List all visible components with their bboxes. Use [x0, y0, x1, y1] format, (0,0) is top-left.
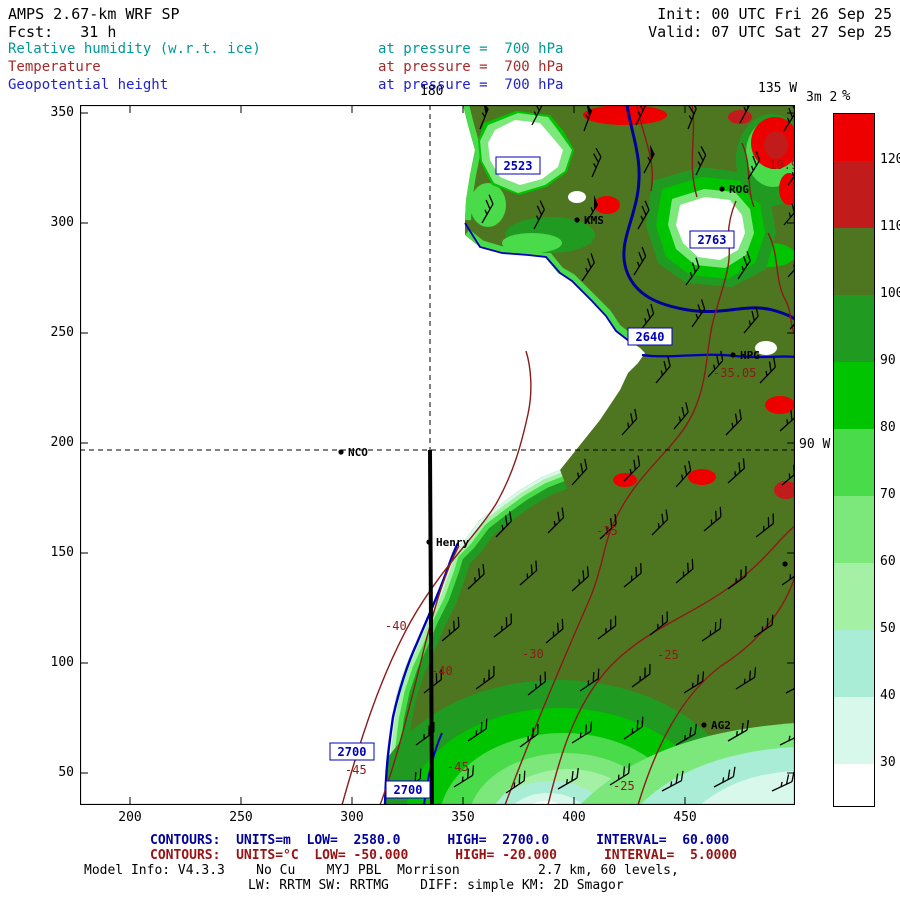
y-axis-ticks: [80, 112, 795, 774]
colorbar-seg: [834, 630, 874, 697]
colorbar-seg: [834, 496, 874, 563]
temp-contour-label: -45: [447, 760, 469, 774]
y-tick-label: 50: [58, 765, 74, 780]
colorbar-tick: 100: [880, 286, 900, 301]
height-2640-box: 2640: [627, 327, 673, 346]
rh-fill-detail: [385, 105, 795, 805]
station-label-henry: Henry: [436, 536, 469, 549]
svg-text:2523: 2523: [504, 159, 533, 173]
y-tick-label: 300: [50, 215, 74, 230]
temp-max-label: -19.96: [762, 158, 795, 172]
colorbar-seg: [834, 228, 874, 295]
height-min-box: 2523: [495, 156, 541, 175]
legend-temp-label: Temperature: [8, 59, 101, 75]
map-plot: NCO Henry KMS ROG HPG AG2 -19.96 -35.05 …: [80, 105, 795, 805]
contours-height-info: CONTOURS: UNITS=m LOW= 2580.0 HIGH= 2700…: [150, 833, 730, 848]
station-dot-rog: [719, 186, 725, 192]
colorbar-tick: 40: [880, 688, 896, 703]
station-dot-nco: [338, 449, 344, 455]
height-contour-labels: 2523 2763 2640 2700 2700: [329, 156, 735, 799]
colorbar-seg: [834, 563, 874, 630]
legend-rh-pressure: at pressure = 700 hPa: [378, 41, 564, 57]
colorbar-tick: 70: [880, 487, 896, 502]
meridian-180-label: 180: [420, 84, 444, 99]
colorbar-tick: 80: [880, 420, 896, 435]
meridian-90w-label: 90 W: [799, 437, 831, 452]
contours-temp-info: CONTOURS: UNITS=°C LOW= -50.000 HIGH= -2…: [150, 848, 737, 863]
x-axis-ticks: [129, 105, 686, 805]
height-2700-box-2: 2700: [385, 780, 431, 799]
colorbar-tick: 60: [880, 554, 896, 569]
legend-temp-pressure: at pressure = 700 hPa: [378, 59, 564, 75]
y-tick-label: 100: [50, 655, 74, 670]
x-tick-label: 400: [562, 810, 586, 825]
colorbar-tick: 50: [880, 621, 896, 636]
station-dot-unlabeled: [782, 561, 788, 567]
colorbar-seg: [834, 764, 874, 806]
model-info: Model Info: V4.3.3 No Cu MYJ PBL Morriso…: [84, 863, 679, 878]
colorbar-tick: 120: [880, 152, 900, 167]
svg-text:2700: 2700: [338, 745, 367, 759]
physics-info: LW: RRTM SW: RRTMG DIFF: simple KM: 2D S…: [248, 878, 624, 893]
station-label-kms: KMS: [584, 214, 604, 227]
temp-contour-label: -45: [345, 763, 367, 777]
colorbar-seg: [834, 295, 874, 362]
temperature-contour-labels: -19.96 -35.05 -35 -40 -40 -30 -25 -45 -4…: [345, 158, 795, 793]
colorbar-seg: [834, 161, 874, 228]
x-tick-label: 300: [340, 810, 364, 825]
colorbar-seg: [834, 362, 874, 429]
svg-text:2763: 2763: [698, 233, 727, 247]
svg-text:2700: 2700: [394, 783, 423, 797]
colorbar-tick: 30: [880, 755, 896, 770]
misc-annotation: 3m 2: [806, 90, 838, 105]
meridian-180-solid-line: [428, 449, 434, 805]
station-dot-ag2: [701, 722, 707, 728]
plot-frame: [80, 105, 795, 805]
forecast-hour: Fcst: 31 h: [8, 23, 117, 41]
station-label-ag2: AG2: [711, 719, 731, 732]
station-label-hpg: HPG: [740, 349, 760, 362]
station-label-nco: NCO: [348, 446, 368, 459]
temp-contour-label: -25: [657, 648, 679, 662]
temp-contour-label: -25: [613, 779, 635, 793]
y-tick-label: 150: [50, 545, 74, 560]
colorbar: [833, 113, 875, 807]
legend-height-label: Geopotential height: [8, 77, 169, 93]
station-markers: NCO Henry KMS ROG HPG AG2: [338, 183, 788, 732]
legend-rh-label: Relative humidity (w.r.t. ice): [8, 41, 261, 57]
colorbar-unit: %: [842, 88, 851, 104]
temp-extremum-label: -35.05: [713, 366, 756, 380]
svg-text:2640: 2640: [636, 330, 665, 344]
model-title: AMPS 2.67-km WRF SP: [8, 5, 180, 23]
y-tick-label: 350: [50, 105, 74, 120]
y-tick-label: 250: [50, 325, 74, 340]
temp-contour-label: -40: [385, 619, 407, 633]
x-tick-label: 350: [451, 810, 475, 825]
colorbar-tick: 110: [880, 219, 900, 234]
x-tick-label: 450: [673, 810, 697, 825]
station-label-rog: ROG: [729, 183, 749, 196]
meridian-135w-label: 135 W: [758, 81, 798, 96]
height-max-box: 2763: [689, 230, 735, 249]
temp-contour-label: -40: [431, 664, 453, 678]
height-2700-box: 2700: [329, 742, 375, 761]
legend-height-pressure: at pressure = 700 hPa: [378, 77, 564, 93]
station-dot-kms: [574, 217, 580, 223]
valid-time: Valid: 07 UTC Sat 27 Sep 25: [648, 23, 892, 41]
colorbar-seg: [834, 114, 874, 161]
station-dot-hpg: [730, 352, 736, 358]
temp-contour-label: -30: [522, 647, 544, 661]
x-tick-label: 200: [118, 810, 142, 825]
y-tick-label: 200: [50, 435, 74, 450]
init-time: Init: 00 UTC Fri 26 Sep 25: [657, 5, 892, 23]
colorbar-seg: [834, 429, 874, 496]
colorbar-tick: 90: [880, 353, 896, 368]
colorbar-seg: [834, 697, 874, 764]
station-dot-henry: [426, 539, 432, 545]
temp-contour-label: -35: [596, 524, 618, 538]
x-tick-label: 250: [229, 810, 253, 825]
